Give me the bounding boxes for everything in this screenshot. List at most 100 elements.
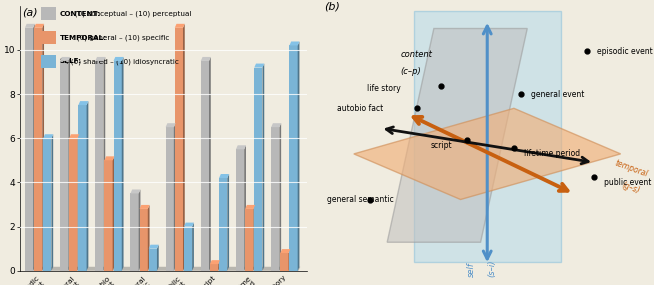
Text: : (0) general – (10) specific: : (0) general – (10) specific	[71, 34, 169, 41]
Polygon shape	[25, 267, 300, 271]
Polygon shape	[130, 194, 139, 271]
Text: (c–p): (c–p)	[400, 67, 421, 76]
Polygon shape	[122, 57, 124, 271]
Polygon shape	[68, 57, 70, 271]
Polygon shape	[114, 61, 122, 271]
Polygon shape	[414, 11, 560, 262]
Text: life story: life story	[367, 84, 401, 93]
Polygon shape	[148, 245, 159, 249]
Polygon shape	[139, 205, 150, 209]
Polygon shape	[139, 190, 141, 271]
Polygon shape	[201, 57, 211, 61]
Text: lifetime period: lifetime period	[524, 149, 580, 158]
Polygon shape	[174, 123, 176, 271]
FancyBboxPatch shape	[41, 31, 56, 44]
Text: general event: general event	[530, 89, 584, 99]
Polygon shape	[245, 205, 255, 209]
Polygon shape	[52, 134, 53, 271]
Polygon shape	[387, 28, 527, 242]
Polygon shape	[244, 145, 246, 271]
Polygon shape	[33, 24, 35, 271]
Polygon shape	[175, 24, 184, 28]
Polygon shape	[184, 227, 192, 271]
Polygon shape	[60, 61, 68, 271]
Text: public event: public event	[604, 178, 651, 187]
Polygon shape	[78, 105, 86, 271]
Polygon shape	[201, 61, 209, 271]
Text: episodic event: episodic event	[597, 47, 653, 56]
Polygon shape	[25, 24, 35, 28]
Text: TEMPORAL:: TEMPORAL:	[60, 34, 107, 40]
Polygon shape	[262, 64, 264, 271]
Polygon shape	[69, 138, 77, 271]
Polygon shape	[60, 57, 70, 61]
Text: CONTENT:: CONTENT:	[60, 11, 101, 17]
Polygon shape	[148, 249, 157, 271]
Text: autobio fact: autobio fact	[337, 104, 383, 113]
Text: (s–i): (s–i)	[487, 260, 496, 277]
Polygon shape	[228, 174, 229, 271]
Text: (b): (b)	[324, 1, 339, 11]
Polygon shape	[254, 64, 264, 68]
Polygon shape	[184, 223, 194, 227]
Polygon shape	[288, 249, 290, 271]
Polygon shape	[34, 28, 43, 271]
Polygon shape	[148, 205, 150, 271]
Polygon shape	[192, 223, 194, 271]
Polygon shape	[271, 123, 281, 127]
Polygon shape	[25, 28, 33, 271]
Polygon shape	[165, 123, 176, 127]
Text: general semantic: general semantic	[327, 195, 394, 204]
Polygon shape	[157, 245, 159, 271]
Polygon shape	[34, 24, 44, 28]
Text: content: content	[400, 50, 432, 59]
Polygon shape	[236, 145, 246, 149]
Polygon shape	[281, 249, 290, 253]
FancyBboxPatch shape	[41, 7, 56, 20]
Polygon shape	[210, 264, 218, 271]
Polygon shape	[271, 127, 279, 271]
Polygon shape	[219, 178, 228, 271]
Polygon shape	[43, 24, 44, 271]
Polygon shape	[290, 46, 298, 271]
Polygon shape	[130, 190, 141, 194]
Polygon shape	[279, 123, 281, 271]
Polygon shape	[254, 68, 262, 271]
Polygon shape	[69, 134, 79, 138]
FancyBboxPatch shape	[41, 55, 56, 68]
Text: (g–s): (g–s)	[621, 181, 642, 196]
Polygon shape	[139, 209, 148, 271]
Polygon shape	[236, 149, 244, 271]
Polygon shape	[95, 57, 105, 61]
Polygon shape	[43, 134, 53, 138]
Polygon shape	[86, 101, 88, 271]
Polygon shape	[78, 101, 88, 105]
Polygon shape	[103, 57, 105, 271]
Polygon shape	[290, 42, 300, 46]
Polygon shape	[114, 57, 124, 61]
Polygon shape	[281, 253, 288, 271]
Polygon shape	[175, 28, 183, 271]
Text: self: self	[467, 262, 476, 277]
Text: : (0) conceptual – (10) perceptual: : (0) conceptual – (10) perceptual	[70, 10, 192, 17]
Polygon shape	[245, 209, 253, 271]
Polygon shape	[218, 260, 220, 271]
Polygon shape	[43, 138, 52, 271]
Text: : (0) shared – (10) idiosyncratic: : (0) shared – (10) idiosyncratic	[67, 58, 179, 65]
Polygon shape	[210, 260, 220, 264]
Text: (a): (a)	[22, 7, 38, 17]
Polygon shape	[165, 127, 174, 271]
Text: temporal: temporal	[614, 158, 649, 179]
Polygon shape	[77, 134, 79, 271]
Polygon shape	[95, 61, 103, 271]
Polygon shape	[112, 156, 114, 271]
Polygon shape	[209, 57, 211, 271]
Polygon shape	[253, 205, 255, 271]
Text: script: script	[430, 141, 452, 150]
Text: SELF:: SELF:	[60, 58, 82, 64]
Polygon shape	[219, 174, 229, 178]
Polygon shape	[105, 160, 112, 271]
Polygon shape	[298, 42, 300, 271]
Polygon shape	[183, 24, 184, 271]
Polygon shape	[105, 156, 114, 160]
